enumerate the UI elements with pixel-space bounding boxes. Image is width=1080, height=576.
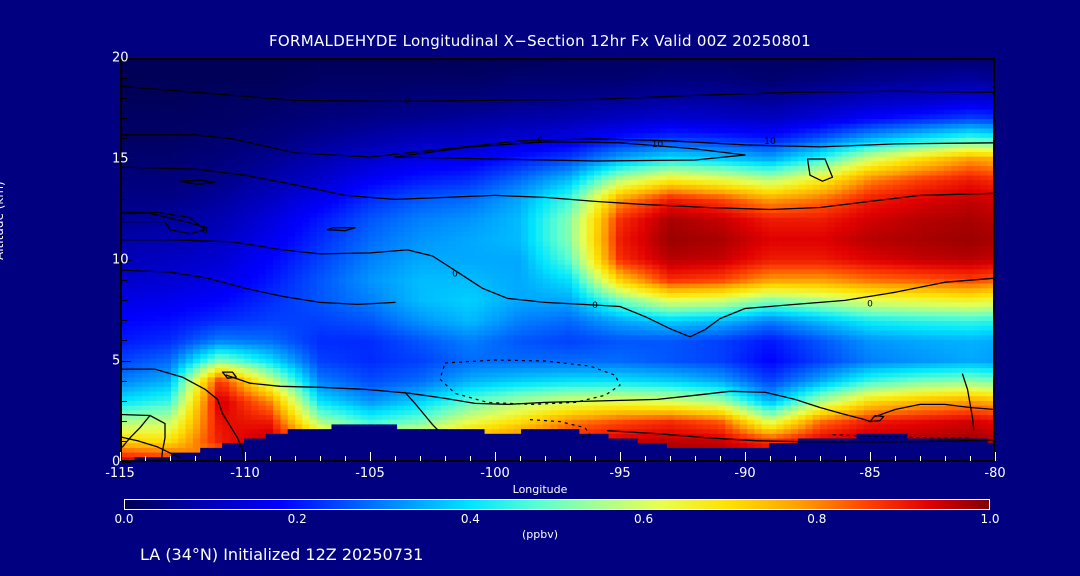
x-tick-minor xyxy=(169,456,171,461)
y-axis-title: Altitude (km) xyxy=(0,181,6,260)
x-tick-minor xyxy=(344,456,346,461)
x-tick-minor xyxy=(194,456,196,461)
y-tick-major xyxy=(122,461,131,463)
x-tick-minor xyxy=(694,456,696,461)
x-tick-major xyxy=(244,452,246,461)
x-tick-major xyxy=(494,452,496,461)
x-tick-minor xyxy=(394,456,396,461)
x-tick-label: -110 xyxy=(230,466,260,481)
x-tick-minor xyxy=(944,456,946,461)
x-tick-minor xyxy=(544,456,546,461)
x-tick-label: -100 xyxy=(480,466,510,481)
x-tick-label: -80 xyxy=(984,466,1006,481)
x-axis-title: Longitude xyxy=(512,483,568,496)
y-tick-minor xyxy=(122,219,127,221)
y-tick-minor xyxy=(122,299,127,301)
y-tick-minor xyxy=(122,340,127,342)
y-tick-minor xyxy=(122,320,127,322)
x-tick-label: -95 xyxy=(609,466,631,481)
y-tick-minor xyxy=(122,198,127,200)
chart-title: FORMALDEHYDE Longitudinal X−Section 12hr… xyxy=(269,32,811,50)
x-tick-minor xyxy=(644,456,646,461)
colorbar-gradient xyxy=(125,500,989,509)
x-tick-minor xyxy=(894,456,896,461)
x-tick-label: -90 xyxy=(734,466,756,481)
x-tick-label: -85 xyxy=(859,466,881,481)
y-tick-minor xyxy=(122,421,127,423)
colorbar-tick-label: 0.2 xyxy=(287,512,307,526)
y-tick-minor xyxy=(122,178,127,180)
x-tick-label: -115 xyxy=(105,466,135,481)
x-tick-minor xyxy=(419,456,421,461)
y-tick-major xyxy=(122,360,131,362)
y-tick-minor xyxy=(122,400,127,402)
x-tick-minor xyxy=(144,456,146,461)
x-tick-major xyxy=(619,452,621,461)
footer-caption: LA (34°N) Initialized 12Z 20250731 xyxy=(140,545,424,564)
y-tick-minor xyxy=(122,118,127,120)
heatmap-field xyxy=(120,58,995,462)
x-tick-minor xyxy=(319,456,321,461)
x-tick-minor xyxy=(794,456,796,461)
x-tick-label: -105 xyxy=(355,466,385,481)
y-tick-minor xyxy=(122,279,127,281)
x-tick-minor xyxy=(669,456,671,461)
y-tick-major xyxy=(122,259,131,261)
x-tick-minor xyxy=(294,456,296,461)
y-tick-minor xyxy=(122,138,127,140)
x-tick-minor xyxy=(769,456,771,461)
y-tick-minor xyxy=(122,77,127,79)
x-tick-major xyxy=(119,452,121,461)
x-tick-major xyxy=(369,452,371,461)
x-tick-major xyxy=(994,452,996,461)
y-tick-minor xyxy=(122,441,127,443)
x-tick-minor xyxy=(594,456,596,461)
x-tick-minor xyxy=(919,456,921,461)
colorbar-tick-label: 1.0 xyxy=(980,512,1000,526)
colorbar-unit: (ppbv) xyxy=(521,528,559,541)
x-tick-minor xyxy=(519,456,521,461)
colorbar-tick-label: 0.8 xyxy=(807,512,827,526)
y-tick-major xyxy=(122,57,131,59)
x-tick-major xyxy=(744,452,746,461)
x-tick-minor xyxy=(269,456,271,461)
x-tick-minor xyxy=(219,456,221,461)
y-tick-minor xyxy=(122,239,127,241)
x-tick-minor xyxy=(819,456,821,461)
x-tick-minor xyxy=(444,456,446,461)
x-tick-minor xyxy=(844,456,846,461)
x-tick-minor xyxy=(569,456,571,461)
x-tick-minor xyxy=(469,456,471,461)
x-tick-minor xyxy=(719,456,721,461)
x-tick-minor xyxy=(969,456,971,461)
colorbar-tick-label: 0.6 xyxy=(634,512,654,526)
y-tick-minor xyxy=(122,380,127,382)
colorbar-tick-label: 0.0 xyxy=(114,512,134,526)
y-tick-major xyxy=(122,158,131,160)
y-tick-minor xyxy=(122,97,127,99)
colorbar-tick-label: 0.4 xyxy=(460,512,480,526)
x-tick-major xyxy=(869,452,871,461)
plot-area: 0 0 0 0 10 10 0 0 xyxy=(120,58,995,462)
colorbar xyxy=(124,499,990,510)
